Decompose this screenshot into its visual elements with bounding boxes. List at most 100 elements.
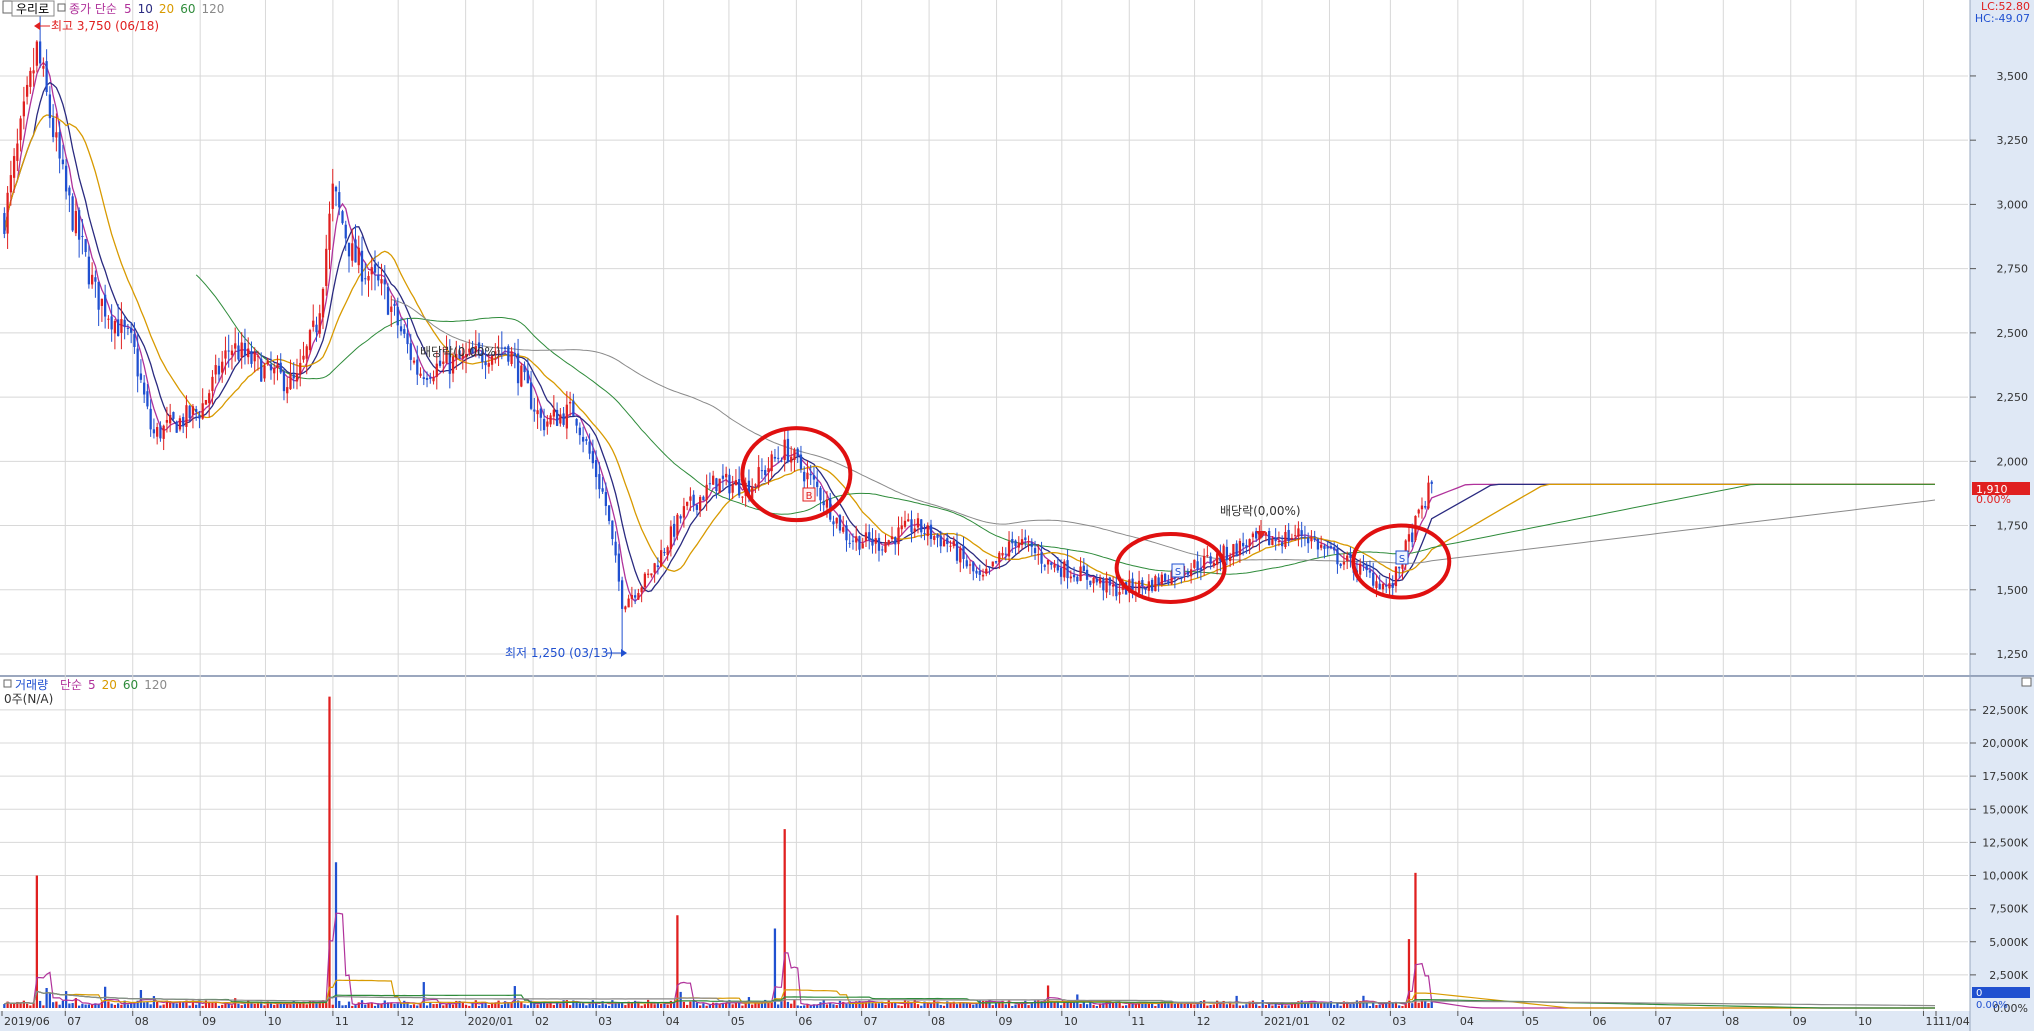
volume-bar — [598, 1005, 601, 1008]
buy-marker[interactable]: B — [802, 487, 816, 502]
candle-body — [172, 412, 175, 419]
candle-body — [442, 361, 445, 364]
volume-bar — [838, 1000, 842, 1008]
candle-body — [1290, 537, 1294, 539]
volume-bar — [1297, 1001, 1300, 1008]
volume-bar — [1414, 872, 1417, 1008]
volume-bar — [1056, 1002, 1059, 1008]
candle-body — [1186, 571, 1190, 575]
candle-body — [1232, 544, 1235, 558]
candle-body — [360, 250, 364, 282]
volume-bar — [221, 1004, 224, 1008]
candle-body — [796, 448, 799, 457]
volume-bar — [468, 1005, 471, 1008]
candle-body — [386, 286, 390, 315]
candle-body — [660, 550, 663, 567]
candle-body — [412, 360, 416, 363]
candle-body — [1427, 482, 1430, 509]
volume-bar — [3, 1004, 6, 1008]
volume-toggle-icon[interactable] — [3, 679, 12, 688]
volume-bar — [370, 1003, 373, 1008]
indicator-toggle-icon[interactable] — [57, 3, 66, 12]
time-tick-label: 10 — [1858, 1015, 1872, 1028]
candle-body — [347, 242, 351, 257]
volume-bar — [347, 1001, 351, 1008]
volume-bar — [942, 1005, 946, 1008]
volume-bar — [1219, 1003, 1222, 1008]
volume-bar — [1167, 1002, 1170, 1008]
price-tick-label: 1,250 — [1997, 648, 2029, 661]
candle-body — [399, 326, 403, 332]
volume-bar — [1017, 1003, 1020, 1008]
candle-body — [279, 362, 282, 373]
candle-body — [585, 439, 588, 441]
candle-body — [1401, 564, 1404, 569]
candle-body — [542, 418, 546, 431]
volume-bar — [1424, 1000, 1427, 1008]
volume-bar — [152, 996, 156, 1008]
candle-body — [1050, 562, 1053, 565]
volume-bar — [1388, 1000, 1391, 1008]
volume-bar — [136, 1000, 139, 1008]
candle-body — [624, 606, 627, 610]
candle-body — [838, 515, 842, 531]
volume-bar — [1222, 1000, 1225, 1008]
volume-bar — [1215, 1000, 1219, 1008]
volume-bar — [360, 1000, 364, 1008]
volume-bar — [354, 1005, 357, 1008]
candle-body — [913, 528, 916, 532]
volume-bar — [1199, 1001, 1203, 1008]
panel-close-icon[interactable] — [2021, 677, 2032, 687]
candle-body — [555, 409, 559, 426]
volume-bar — [526, 1005, 529, 1008]
sell-marker-1[interactable]: S — [1171, 563, 1185, 578]
candle-body — [679, 516, 682, 519]
candle-body — [1378, 583, 1381, 590]
volume-unit-label: 0주(N/A) — [4, 692, 53, 706]
candle-body — [946, 538, 949, 545]
volume-bar — [1242, 1005, 1245, 1008]
candle-body — [682, 506, 686, 518]
candle-body — [611, 520, 614, 540]
volume-tick-label: 10,000K — [1982, 870, 2028, 883]
candle-body — [1072, 574, 1076, 578]
candle-body — [84, 239, 87, 253]
volume-bar — [1202, 1000, 1206, 1008]
volume-bar — [416, 1005, 419, 1008]
sell-marker-2[interactable]: S — [1395, 550, 1409, 565]
volume-bar — [1014, 1004, 1017, 1008]
candle-body — [416, 359, 419, 375]
candle-body — [1105, 578, 1108, 593]
dividend-arrow-icon — [1256, 531, 1266, 539]
volume-bar — [1111, 1002, 1115, 1008]
volume-legend: 거래량 단순 5 20 60 120 0주(N/A) — [3, 677, 2032, 706]
volume-bar — [1095, 1005, 1098, 1008]
volume-bar — [94, 1003, 97, 1008]
volume-bar — [552, 1004, 555, 1008]
candle-body — [1235, 543, 1238, 557]
volume-bar — [269, 1003, 273, 1008]
candle-body — [1294, 535, 1297, 537]
volume-bar — [1251, 1000, 1255, 1008]
candle-body — [409, 343, 412, 360]
volume-bar — [1024, 1000, 1027, 1008]
volume-bar — [1339, 1005, 1342, 1008]
candle-body — [61, 159, 65, 165]
candle-body — [900, 525, 903, 530]
volume-bar — [487, 1005, 490, 1008]
volume-bar — [555, 1001, 559, 1008]
candle-body — [373, 264, 377, 273]
volume-title: 거래량 — [15, 678, 48, 692]
candle-body — [627, 598, 630, 608]
candle-body — [455, 354, 458, 359]
volume-bar — [578, 1003, 581, 1008]
stock-name-box[interactable] — [11, 0, 55, 17]
volume-bar — [1180, 1002, 1183, 1008]
volume-tick-label: 15,000K — [1982, 803, 2028, 816]
candle-body — [68, 187, 71, 196]
candle-body — [650, 573, 653, 576]
volume-bar — [585, 1005, 588, 1008]
volume-bar — [195, 1004, 198, 1008]
candle-body — [1089, 580, 1092, 585]
